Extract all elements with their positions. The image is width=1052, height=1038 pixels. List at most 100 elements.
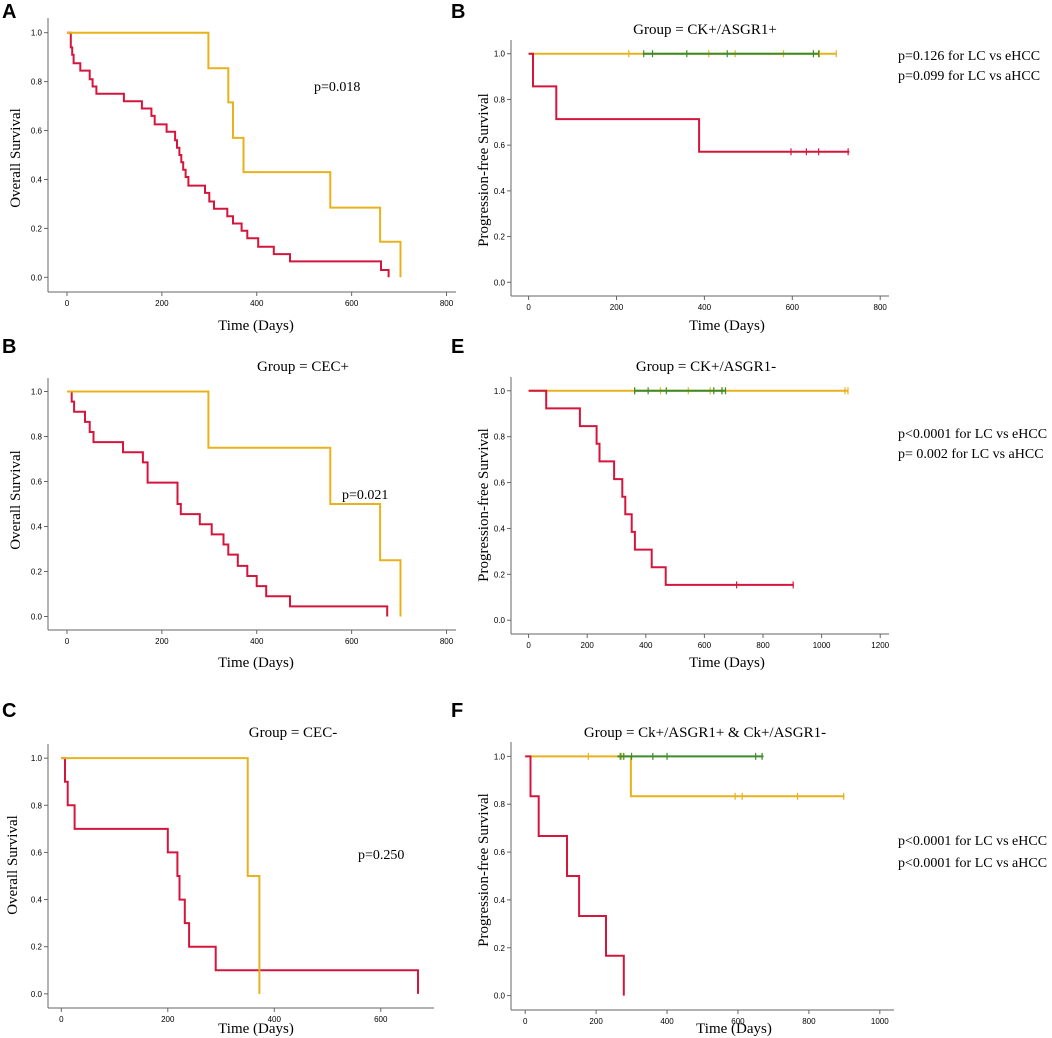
plot-area: 0 200 400 600 800 1000 1200 0.0 0.2 0.4 0.6 0.8 1.0	[494, 377, 890, 650]
x-tick-label: 200	[155, 637, 169, 646]
survival-curve-yellow	[61, 757, 261, 994]
x-tick-label: 800	[874, 303, 888, 312]
x-tick-label: 800	[440, 637, 454, 646]
y-tick-label: 0.8	[494, 433, 506, 442]
y-tick-label: 1.0	[494, 387, 506, 396]
p-value-annotation: p=0.250	[358, 848, 404, 863]
panel-f: F Group = Ck+/ASGR1+ & Ck+/ASGR1- p<0.00…	[451, 700, 1047, 1037]
y-tick-label: 1.0	[494, 752, 506, 761]
survival-curve-yellow	[525, 755, 845, 798]
y-tick-label: 0.0	[31, 613, 43, 622]
x-tick-label: 0	[65, 637, 70, 646]
survival-curve-red	[67, 390, 389, 617]
y-tick-label: 0.0	[494, 992, 506, 1001]
x-tick-label: 1000	[871, 1017, 889, 1026]
plot-area: 0 200 400 600 800 0.0 0.2 0.4 0.6 0.8 1.0	[494, 40, 889, 312]
x-tick-label: 1000	[813, 641, 831, 650]
x-tick-label: 800	[802, 1017, 816, 1026]
panel-e: E Group = CK+/ASGR1- p<0.0001 for LC vs …	[451, 336, 1047, 671]
y-tick-label: 0.0	[494, 278, 506, 287]
x-tick-label: 800	[440, 299, 454, 308]
plot-area: 0 200 400 600 800 0.0 0.2 0.4 0.6 0.8 1.0	[31, 18, 456, 308]
plot-area: 0 200 400 600 800 1000 0.0 0.2 0.4 0.6 0.8 1.0	[494, 742, 894, 1026]
panel-letter: C	[2, 700, 16, 722]
x-tick-label: 200	[610, 303, 624, 312]
x-tick-label: 0	[526, 641, 531, 650]
y-tick-label: 0.6	[494, 479, 506, 488]
p-value-annotation: p<0.0001 for LC vs eHCC	[898, 427, 1047, 442]
panel-b-middle: B Group = CEC+ p=0.021 Time (Days) Overa…	[2, 336, 456, 671]
survival-curve-red	[525, 755, 625, 996]
y-tick-label: 0.8	[494, 800, 506, 809]
x-tick-label: 400	[660, 1017, 674, 1026]
x-axis-label: Time (Days)	[218, 318, 294, 334]
y-tick-label: 0.2	[31, 568, 43, 577]
y-axis-label: Progression-free Survival	[476, 93, 492, 247]
panel-b-top: B Group = CK+/ASGR1+ p=0.126 for LC vs e…	[451, 1, 1040, 334]
survival-curve-red	[528, 52, 850, 153]
y-tick-label: 0.6	[494, 141, 506, 150]
x-axis-label: Time (Days)	[689, 655, 765, 671]
x-axis-label: Time (Days)	[218, 655, 294, 671]
x-tick-label: 400	[250, 299, 264, 308]
p-value-annotation: p=0.018	[314, 80, 360, 95]
y-tick-label: 1.0	[494, 50, 506, 59]
x-tick-label: 0	[65, 299, 70, 308]
p-value-annotation: p=0.021	[342, 488, 388, 503]
y-tick-label: 0.4	[494, 896, 506, 905]
x-tick-label: 600	[731, 1017, 745, 1026]
y-tick-label: 0.8	[31, 801, 43, 810]
y-axis-label: Progression-free Survival	[476, 428, 492, 582]
x-tick-label: 600	[786, 303, 800, 312]
y-tick-label: 1.0	[31, 754, 43, 763]
x-tick-label: 200	[581, 641, 595, 650]
x-tick-label: 600	[345, 637, 359, 646]
x-tick-label: 1200	[871, 641, 889, 650]
panel-letter: E	[451, 336, 464, 358]
y-tick-label: 0.4	[31, 896, 43, 905]
y-axis-label: Overall Survival	[8, 108, 24, 208]
survival-curve-yellow	[67, 31, 402, 278]
y-tick-label: 1.0	[31, 29, 43, 38]
y-tick-label: 0.2	[494, 944, 506, 953]
p-value-annotation: p=0.099 for LC vs aHCC	[898, 69, 1040, 84]
panel-letter: B	[451, 1, 465, 23]
chart-title: Group = CK+/ASGR1-	[636, 359, 776, 375]
y-tick-label: 0.0	[31, 990, 43, 999]
x-tick-label: 400	[268, 1015, 282, 1024]
y-tick-label: 0.8	[31, 78, 43, 87]
x-tick-label: 600	[374, 1015, 388, 1024]
chart-title: Group = CEC+	[257, 359, 349, 375]
y-tick-label: 0.2	[31, 224, 43, 233]
x-tick-label: 400	[698, 303, 712, 312]
y-tick-label: 0.8	[494, 95, 506, 104]
x-tick-label: 200	[161, 1015, 175, 1024]
x-tick-label: 0	[523, 1017, 528, 1026]
y-tick-label: 0.6	[31, 127, 43, 136]
y-axis-label: Overall Survival	[5, 815, 21, 915]
y-tick-label: 0.4	[31, 523, 43, 532]
x-tick-label: 600	[345, 299, 359, 308]
survival-curve-red	[61, 757, 419, 994]
p-value-annotation: p= 0.002 for LC vs aHCC	[898, 447, 1044, 462]
x-axis-label: Time (Days)	[696, 1021, 772, 1037]
x-axis-label: Time (Days)	[218, 1021, 294, 1037]
y-tick-label: 0.0	[494, 616, 506, 625]
y-tick-label: 1.0	[31, 388, 43, 397]
x-tick-label: 600	[698, 641, 712, 650]
x-tick-label: 0	[526, 303, 531, 312]
y-axis-label: Overall Survival	[8, 450, 24, 550]
x-tick-label: 200	[589, 1017, 603, 1026]
panel-letter: F	[451, 700, 463, 722]
survival-curve-yellow	[67, 390, 402, 617]
y-tick-label: 0.4	[494, 524, 506, 533]
survival-curve-red	[528, 389, 794, 586]
y-tick-label: 0.2	[494, 233, 506, 242]
y-tick-label: 0.4	[494, 187, 506, 196]
p-value-annotation: p<0.0001 for LC vs eHCC	[898, 834, 1047, 849]
plot-area: 0 200 400 600 0.0 0.2 0.4 0.6 0.8 1.0	[31, 744, 434, 1024]
y-tick-label: 0.6	[31, 848, 43, 857]
x-tick-label: 200	[155, 299, 169, 308]
chart-title: Group = Ck+/ASGR1+ & Ck+/ASGR1-	[584, 725, 826, 741]
